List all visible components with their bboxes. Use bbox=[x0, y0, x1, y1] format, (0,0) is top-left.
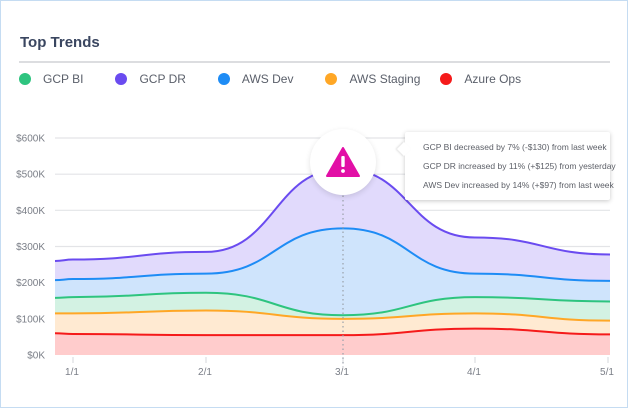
trend-tooltip: GCP BI decreased by 7% (-$130) from last… bbox=[396, 132, 616, 200]
y-tick-label: $600K bbox=[16, 134, 45, 145]
line-aws-dev bbox=[54, 227, 611, 282]
legend-swatch bbox=[325, 73, 338, 85]
x-tick-label: 1/1 bbox=[65, 367, 79, 378]
legend-label: AWS Dev bbox=[241, 72, 294, 86]
x-tick-label: 4/1 bbox=[467, 367, 481, 378]
y-axis-ticks: $0K $100K $200K $300K $400K $500K $600K bbox=[16, 134, 45, 362]
legend-label: AWS Staging bbox=[349, 72, 421, 86]
legend-swatch bbox=[217, 73, 230, 85]
y-tick-label: $400K bbox=[16, 206, 45, 217]
y-tick-label: $100K bbox=[16, 314, 45, 325]
x-tick-label: 2/1 bbox=[198, 367, 212, 378]
line-aws-staging bbox=[55, 309, 611, 322]
line-gcp-dr bbox=[54, 167, 611, 262]
y-tick-label: $300K bbox=[16, 242, 45, 253]
legend-item-gcp-bi[interactable]: GCP BI bbox=[19, 72, 83, 86]
title-divider bbox=[19, 61, 610, 63]
line-azure-ops bbox=[54, 327, 611, 337]
line-gcp-bi bbox=[54, 291, 611, 317]
y-tick-label: $0K bbox=[27, 351, 45, 362]
legend-item-gcp-dr[interactable]: GCP DR bbox=[115, 72, 186, 86]
x-tick-label: 5/1 bbox=[600, 367, 614, 378]
legend-item-azure-ops[interactable]: Azure Ops bbox=[440, 72, 521, 86]
legend-label: GCP BI bbox=[43, 72, 84, 86]
tooltip-line: GCP BI decreased by 7% (-$130) from last… bbox=[423, 142, 607, 152]
x-axis-ticks: 1/1 2/1 3/1 4/1 5/1 bbox=[65, 357, 614, 378]
legend-label: GCP DR bbox=[139, 72, 186, 86]
legend-swatch bbox=[440, 73, 453, 85]
legend-swatch bbox=[115, 73, 128, 85]
x-tick-label: 3/1 bbox=[335, 367, 349, 378]
legend-item-aws-staging[interactable]: AWS Staging bbox=[325, 72, 420, 86]
tooltip-line: GCP DR increased by 11% (+$125) from yes… bbox=[423, 161, 616, 171]
y-tick-label: $200K bbox=[16, 278, 45, 289]
y-tick-label: $500K bbox=[16, 170, 45, 181]
tooltip-line: AWS Dev increased by 14% (+$97) from las… bbox=[423, 180, 614, 190]
legend-item-aws-dev[interactable]: AWS Dev bbox=[217, 72, 294, 86]
warning-triangle-icon bbox=[326, 147, 360, 177]
card-title: Top Trends bbox=[20, 34, 100, 51]
legend-label: Azure Ops bbox=[464, 72, 522, 86]
alert-badge[interactable] bbox=[310, 129, 376, 195]
chart-legend: GCP BI GCP DR AWS Dev AWS Staging Azure … bbox=[19, 72, 521, 86]
series-lines bbox=[54, 167, 611, 337]
legend-swatch bbox=[19, 73, 31, 85]
